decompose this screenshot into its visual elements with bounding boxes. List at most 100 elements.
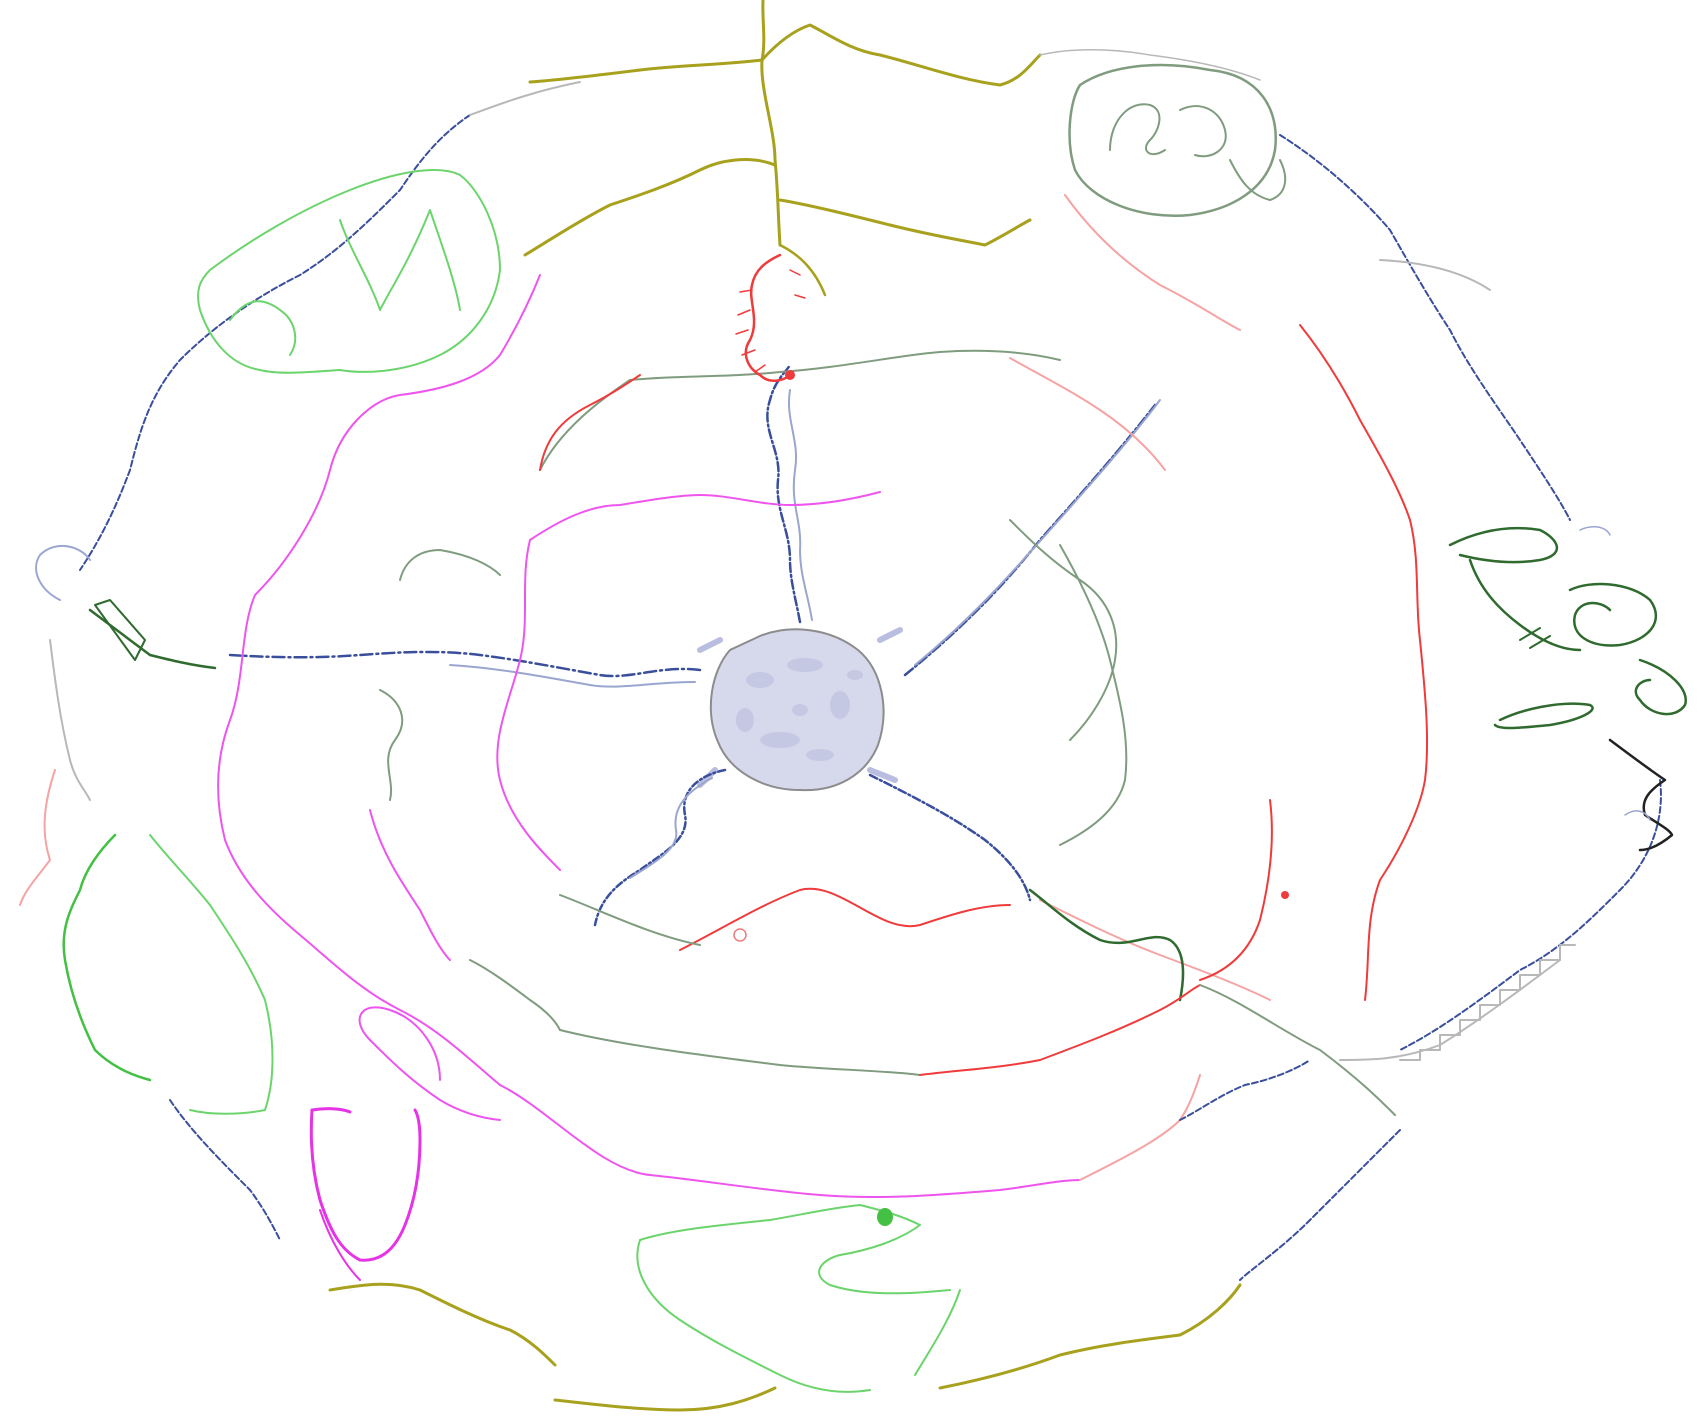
ring-red-outer [1039, 194, 1429, 1001]
spoke-west-shadow [449, 664, 696, 688]
ring-magenta-outer-bottom-right [1079, 1074, 1201, 1181]
scribble-outer-loop [1068, 63, 1277, 217]
connector-dark-green [1028, 888, 1185, 1002]
cluster-bottom-magenta-u [309, 1107, 422, 1281]
central-hub [697, 627, 903, 792]
ring-inner-top-arc [539, 349, 1061, 471]
ring-inner-dark-green-red [379, 349, 1166, 951]
ring-magenta-inner [369, 491, 881, 961]
ring-outer-right-gray [1379, 259, 1491, 291]
spoke-southeast [868, 773, 1032, 902]
connector-lower-left [469, 959, 561, 1031]
ring-outer-lower-right-navy [1399, 779, 1662, 1051]
spoke-west [228, 650, 702, 678]
ring-magenta-outer-bottom [499, 1084, 1081, 1199]
spoke-north-shadow [788, 389, 813, 621]
ring-magenta-inner-top [529, 491, 881, 541]
coil-tick-marks [1519, 627, 1551, 649]
olive-branch-hook [778, 243, 827, 297]
bottom-green-stroke [914, 1289, 961, 1376]
connector-navy-bottom-right [1179, 1059, 1311, 1121]
cluster-right-dark-green-coils [1448, 525, 1687, 730]
olive-arc-right [938, 1283, 1242, 1390]
ring-red-outer-inner-right [1199, 799, 1273, 981]
coil-spiral-lower [1634, 658, 1687, 716]
red-branch-main [744, 253, 792, 382]
cluster-top-olive-tree [523, 0, 1042, 297]
red-branch-node [785, 370, 795, 380]
scribble-gray-tail [1039, 49, 1261, 81]
connector-right-gray-green [1009, 519, 1118, 741]
olive-branch-left-top [528, 58, 764, 84]
ring-inner-left-squiggle [379, 689, 404, 801]
light-green-outline [197, 169, 501, 374]
olive-branch-left-mid [523, 158, 777, 257]
coil-top-scribble [1448, 526, 1559, 564]
ring-red-node [1281, 891, 1289, 899]
scribble-lobe [1229, 159, 1287, 201]
spoke-southwest-shadow [629, 777, 713, 879]
connector-bottom-green [559, 1029, 921, 1076]
black-zigzag-blue-hook [1624, 810, 1651, 821]
ring-outer-left-loop [35, 544, 91, 601]
ring-magenta-outer-loop [358, 1006, 441, 1081]
ring-outer-top-left-navy [79, 114, 471, 571]
central-hub-blotches [736, 658, 863, 761]
hub-halo [697, 627, 903, 788]
ring-outer-bottom-left-navy [169, 1099, 281, 1241]
scribble-inner-curl [1109, 103, 1166, 156]
ring-outer-top-gray [469, 81, 581, 116]
cluster-top-right-scribble [1039, 49, 1287, 217]
gray-zigzag-steps [1399, 944, 1576, 1061]
ring-magenta-inner-left [496, 539, 561, 871]
left-green-outline [149, 834, 274, 1115]
magenta-u-tail [319, 1209, 361, 1281]
spoke-southwest [593, 768, 727, 927]
ring-inner-top-red [539, 374, 641, 471]
cluster-right-black-zigzag [1608, 738, 1674, 852]
ring-outer-left-gray [49, 639, 91, 801]
ring-outer-left-light-red [19, 769, 56, 906]
cluster-left-green-loop [62, 599, 274, 1115]
ring-outer-bottom-right-navy [1239, 1129, 1401, 1281]
bottom-green-dot [877, 1208, 893, 1226]
olive-arc-left [328, 1282, 557, 1367]
ring-inner-right-arc [1059, 544, 1128, 846]
coil-navy-hook [1579, 525, 1611, 536]
cluster-top-left-light-green [197, 169, 501, 374]
magenta-u-shape [309, 1108, 422, 1262]
ring-inner-bottom-red [679, 887, 1011, 951]
scribble-right-curl [1179, 105, 1227, 158]
ring-red-outer-top-right [1064, 194, 1241, 331]
ring-red-outer-lower-right [1039, 899, 1271, 1001]
ring-red-outer-right [1299, 324, 1429, 1001]
central-connectors [469, 519, 1396, 1121]
left-green-wave [62, 833, 152, 1082]
cluster-bottom-light-green [636, 1204, 961, 1393]
bottom-green-upper [639, 1204, 951, 1295]
ring-outer-top-right-navy [1279, 134, 1571, 521]
spoke-north [766, 363, 802, 624]
cluster-bottom-olive-arcs [328, 1282, 1242, 1412]
olive-trunk [760, 0, 782, 247]
left-pennant-tail [88, 608, 217, 670]
ring-magenta-outer [217, 274, 1201, 1199]
ring-inner-top-right-light-red [1009, 357, 1166, 471]
coil-lower-scribble [1493, 702, 1594, 730]
left-pennant-head [94, 599, 146, 661]
ring-magenta-outer-left [217, 274, 541, 1086]
cluster-red-branch [735, 253, 806, 382]
ring-inner-bottom-left-green [559, 894, 701, 946]
cluster-right-gray-zigzag [1399, 944, 1576, 1061]
bottom-green-lower [636, 1239, 871, 1393]
connector-bottom-red [919, 984, 1201, 1076]
ring-inner-left-loop [399, 549, 501, 581]
magenta-u-cap [310, 1107, 352, 1114]
black-zigzag-line [1608, 738, 1674, 852]
spokes [228, 363, 1161, 927]
ring-magenta-outer-teardrop [369, 1039, 501, 1121]
light-green-zigzag [339, 209, 461, 311]
olive-branch-right-top [760, 23, 1042, 87]
